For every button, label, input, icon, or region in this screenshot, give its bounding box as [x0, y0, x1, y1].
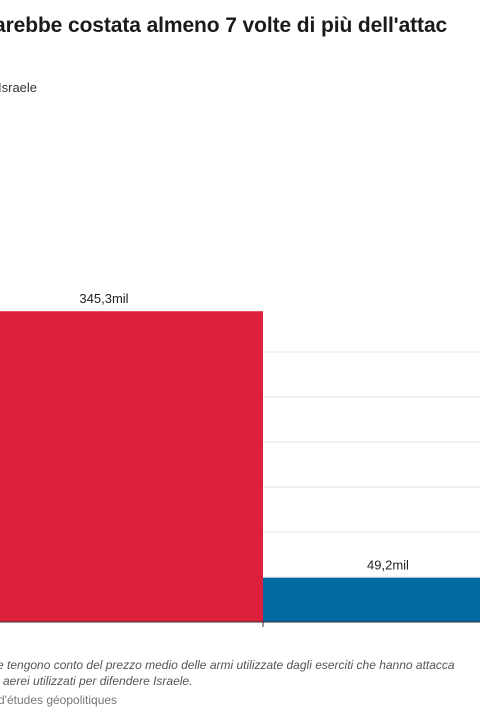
- chart-note-line-2: i aerei utilizzati per difendere Israele…: [0, 674, 193, 688]
- x-axis: [0, 621, 480, 627]
- value-label-1: 345,3mil: [79, 291, 128, 306]
- chart-note-line-1: e tengono conto del prezzo medio delle a…: [0, 658, 455, 672]
- bars: [0, 311, 480, 622]
- bar-chart: 345,3mil 49,2mil: [0, 291, 480, 627]
- value-label-2: 49,2mil: [367, 558, 409, 573]
- gridlines: [263, 351, 480, 578]
- bar-1: [0, 311, 263, 622]
- chart-subtitle: Israele: [0, 80, 38, 95]
- bar-2: [263, 577, 480, 622]
- chart-title: arebbe costata almeno 7 volte di più del…: [0, 14, 448, 37]
- value-labels: 345,3mil 49,2mil: [79, 291, 409, 572]
- chart-source: d'études géopolitiques: [0, 693, 118, 707]
